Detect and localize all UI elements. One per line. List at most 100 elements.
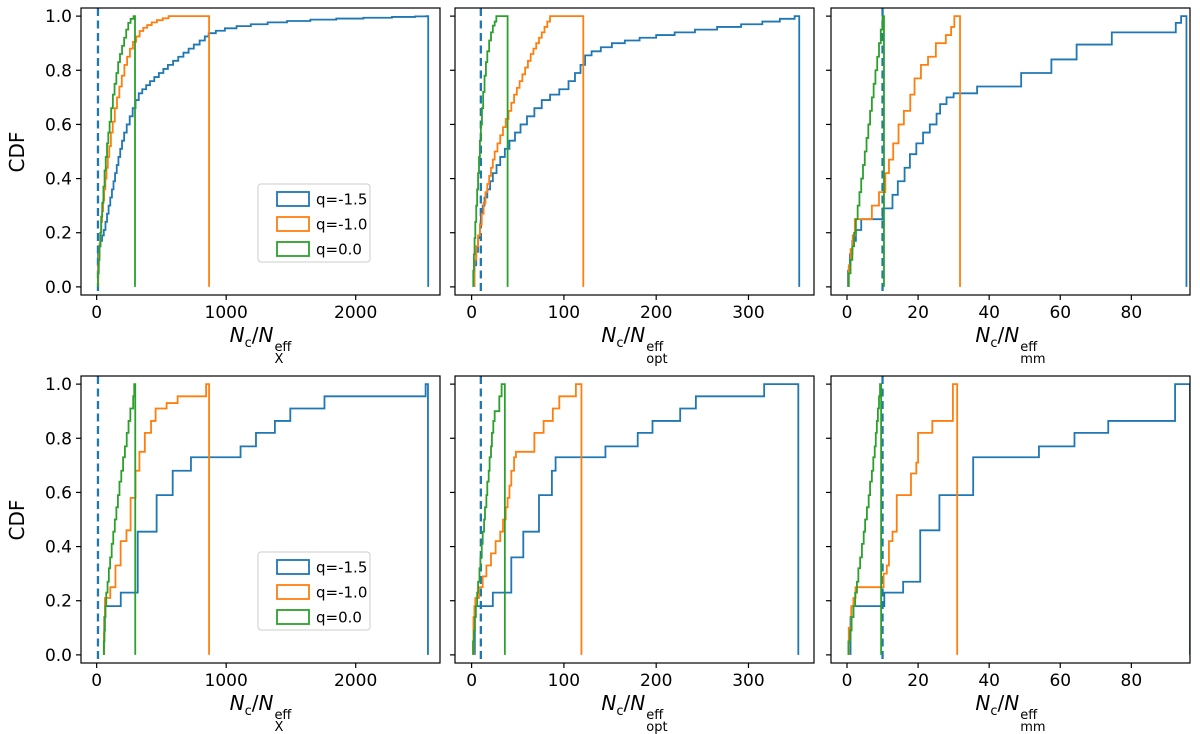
xlabel-n1: N <box>601 691 617 715</box>
xlabel-n1: N <box>229 323 245 347</box>
xlabel-sub1: c <box>244 336 252 351</box>
y-tick-label: 0.0 <box>45 646 72 666</box>
x-tick-label: 1000 <box>205 303 248 323</box>
xlabel-sub2: mm <box>1020 720 1046 734</box>
xlabel-n2: N <box>1004 691 1020 715</box>
xlabel-sub1: c <box>990 336 998 351</box>
xlabel-n2: N <box>630 323 646 347</box>
y-tick-label: 0.4 <box>45 538 72 558</box>
x-tick-label: 100 <box>548 671 580 691</box>
x-tick-label: 2000 <box>334 303 377 323</box>
xlabel-n2: N <box>258 323 274 347</box>
legend: q=-1.5 q=-1.0 q=0.0 <box>257 183 371 263</box>
cdf-curve-q0.0 <box>97 15 136 287</box>
y-tick-label: 0.6 <box>45 115 72 135</box>
cdf-curve-q-1.5 <box>473 15 801 287</box>
axes-frame <box>80 375 441 664</box>
y-axis-label-row1: CDF <box>5 499 29 540</box>
y-tick-label: 0.2 <box>45 224 72 244</box>
y-axis-label-row0: CDF <box>5 131 29 172</box>
cdf-curve-q-1.5 <box>847 15 1188 287</box>
legend: q=-1.5 q=-1.0 q=0.0 <box>257 551 371 631</box>
xlabel-n1: N <box>975 323 991 347</box>
xlabel-sub2: mm <box>1020 352 1046 367</box>
xlabel-n1: N <box>975 691 991 715</box>
y-tick-label: 0.6 <box>45 483 72 503</box>
legend-label-1: q=-1.0 <box>316 584 367 602</box>
xlabel-sub1: c <box>990 704 998 719</box>
cdf-curve-q0.0 <box>847 15 885 287</box>
x-tick-label: 1000 <box>205 671 248 691</box>
x-tick-label: 200 <box>640 671 672 691</box>
cdf-curve-q0.0 <box>472 15 509 287</box>
xlabel-sub1: c <box>616 336 624 351</box>
axes-frame <box>80 7 441 296</box>
xlabel-sub2: opt <box>646 352 668 367</box>
xlabel-stack: eff mm <box>1020 340 1046 367</box>
xlabel-sup: eff <box>274 708 292 723</box>
xlabel-n2: N <box>630 691 646 715</box>
x-tick-label: 300 <box>732 671 764 691</box>
x-tick-label: 80 <box>1121 303 1143 323</box>
legend-label-1: q=-1.0 <box>316 216 367 234</box>
xlabel-n1: N <box>601 323 617 347</box>
axes-frame <box>454 375 815 664</box>
legend-swatch-2 <box>276 609 310 625</box>
xlabel-slash: / <box>623 323 631 347</box>
xlabel-sub2: opt <box>646 720 668 734</box>
cdf-curve-q-1.5 <box>97 15 430 287</box>
x-axis-label-r0c1: Nc/N eff opt <box>601 324 667 366</box>
cdf-curve-q0.0 <box>102 383 137 655</box>
x-axis-label-r1c0: Nc/N eff X <box>230 692 292 734</box>
legend-label-0: q=-1.5 <box>316 191 367 209</box>
xlabel-slash: / <box>251 323 259 347</box>
panel-r1c0: 0 1000 20000.00.20.40.60.81.0q=-1.5q=-1.0q… <box>45 375 441 691</box>
panel-r1c2: 0 20 40 60 80 <box>826 375 1191 691</box>
legend-swatch-2 <box>276 241 310 257</box>
x-tick-label: 0 <box>91 303 102 323</box>
legend-label-2: q=0.0 <box>316 609 362 627</box>
x-axis-label-r0c2: Nc/N eff mm <box>975 324 1045 366</box>
axes-frame <box>830 375 1191 664</box>
x-tick-label: 200 <box>640 303 672 323</box>
x-tick-label: 80 <box>1121 671 1143 691</box>
y-tick-label: 0.0 <box>45 278 72 298</box>
cdf-curve-q0.0 <box>472 383 506 655</box>
x-axis-label-r1c1: Nc/N eff opt <box>601 692 667 734</box>
xlabel-sup: eff <box>1020 708 1038 723</box>
xlabel-slash: / <box>623 691 631 715</box>
cdf-curve-q-1.0 <box>473 15 585 287</box>
legend-swatch-1 <box>276 216 310 232</box>
x-tick-label: 20 <box>907 303 929 323</box>
axes-frame <box>830 7 1191 296</box>
xlabel-stack: eff opt <box>646 341 668 367</box>
xlabel-sup: eff <box>274 340 292 355</box>
cdf-curve-q-1.5 <box>473 383 800 655</box>
xlabel-slash: / <box>251 691 259 715</box>
legend-swatch-0 <box>276 559 310 575</box>
xlabel-stack: eff X <box>274 340 292 366</box>
y-tick-label: 0.4 <box>45 170 72 190</box>
xlabel-n1: N <box>229 691 245 715</box>
x-tick-label: 0 <box>842 671 853 691</box>
x-tick-label: 0 <box>466 303 477 323</box>
y-tick-label: 1.0 <box>45 375 72 395</box>
cdf-curve-q-1.0 <box>97 15 210 287</box>
xlabel-sub2: X <box>274 720 284 734</box>
x-tick-label: 100 <box>548 303 580 323</box>
cdf-curve-q-1.0 <box>472 383 583 655</box>
xlabel-n2: N <box>258 691 274 715</box>
xlabel-sup: eff <box>1020 340 1038 355</box>
axes-frame <box>454 7 815 296</box>
panel-r0c0: 0 1000 20000.00.20.40.60.81.0q=-1.5q=-1.0q… <box>45 7 441 323</box>
x-axis-label-r1c2: Nc/N eff mm <box>975 692 1045 734</box>
xlabel-n2: N <box>1004 323 1020 347</box>
y-tick-label: 0.8 <box>45 61 72 81</box>
cdf-curve-q0.0 <box>847 383 883 655</box>
xlabel-stack: eff opt <box>646 709 668 734</box>
y-tick-label: 1.0 <box>45 7 72 27</box>
panel-r1c1: 0 100 200 300 <box>450 375 815 691</box>
